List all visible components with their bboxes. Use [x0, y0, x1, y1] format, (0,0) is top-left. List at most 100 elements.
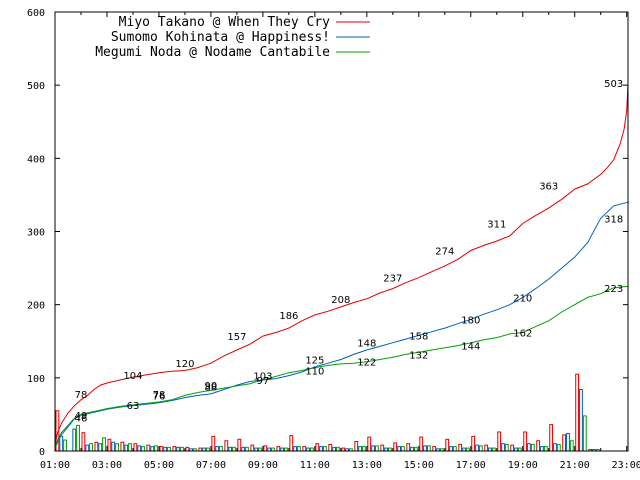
histogram-bar [553, 443, 557, 452]
histogram-bar [219, 446, 223, 452]
x-tick-label: 07:00 [196, 460, 226, 471]
data-label: 46 [75, 413, 88, 424]
histogram-bar [501, 443, 505, 452]
histogram-bar [133, 443, 138, 452]
histogram-bar [523, 431, 528, 452]
y-axis: 0 100 200 300 400 500 600 [27, 8, 628, 458]
data-label: 157 [227, 332, 246, 343]
histogram-bar [452, 446, 457, 452]
histogram-bar [245, 446, 249, 452]
data-label: 158 [409, 331, 428, 342]
histogram-bar [89, 443, 93, 452]
y-tick-label: 500 [27, 81, 45, 92]
data-label: 88 [205, 383, 218, 394]
histogram-bar [115, 443, 119, 452]
histogram-bar [458, 443, 463, 452]
histogram-bar [354, 440, 359, 452]
histogram-bar [397, 446, 401, 452]
histogram-bar [336, 446, 340, 452]
data-label: 503 [604, 79, 623, 90]
histogram-bar [406, 443, 411, 452]
histogram-bar [566, 432, 570, 452]
data-label: 180 [461, 315, 480, 326]
histogram-bar [582, 415, 587, 452]
histogram-bar [111, 441, 116, 452]
data-label: 148 [357, 339, 376, 350]
cumulative-lines [54, 82, 629, 449]
data-label: 237 [383, 274, 402, 285]
histogram-bar [107, 438, 112, 452]
histogram-bar [361, 446, 366, 452]
histogram-bar [98, 443, 103, 452]
data-label: 49 [75, 411, 88, 422]
histogram-bar [332, 446, 337, 452]
data-label: 132 [409, 350, 428, 361]
histogram-bar [562, 434, 567, 452]
histogram-bar [426, 445, 431, 452]
histogram-bar [159, 446, 164, 452]
legend-label-1: Sumomo Kohinata @ Happiness! [111, 30, 330, 45]
histogram-bar [319, 446, 324, 452]
histogram-bar [120, 441, 125, 452]
histogram-bar [371, 445, 375, 452]
x-tick-label: 11:00 [300, 460, 330, 471]
histogram-bar [276, 446, 281, 452]
histogram-bar [374, 445, 379, 452]
histogram-bar [237, 438, 242, 452]
histogram-bar [575, 373, 580, 452]
histogram-bar [530, 443, 535, 452]
data-label: 186 [279, 311, 298, 322]
x-tick-label: 01:00 [40, 460, 70, 471]
histogram-bar [302, 446, 307, 452]
histogram-bar [228, 446, 233, 452]
histogram-bar [63, 439, 67, 452]
y-tick-label: 400 [27, 154, 45, 165]
y-tick-label: 600 [27, 8, 45, 19]
data-label: 208 [331, 295, 350, 306]
data-label: 223 [604, 284, 623, 295]
data-label: 104 [123, 371, 142, 382]
histogram-bar [172, 446, 177, 452]
histogram-bar [413, 446, 418, 452]
histogram-bar [504, 443, 509, 452]
data-label: 318 [604, 214, 623, 225]
y-tick-label: 100 [27, 374, 45, 385]
histogram-bar [423, 445, 427, 452]
y-tick-label: 300 [27, 228, 45, 239]
x-tick-label: 15:00 [404, 460, 434, 471]
histogram-bar [400, 446, 405, 452]
histogram-bar [579, 389, 583, 452]
histogram-bar [211, 435, 216, 452]
data-label: 274 [435, 247, 454, 258]
histogram-bar [323, 446, 327, 452]
histogram-bar [471, 435, 476, 452]
histogram-bar [224, 440, 229, 452]
histogram-bar [297, 446, 301, 452]
histogram-bar [478, 445, 483, 452]
data-label: 210 [513, 293, 532, 304]
x-tick-label: 19:00 [508, 460, 538, 471]
histogram-bar [163, 446, 168, 452]
data-label: 144 [461, 342, 480, 353]
x-tick-label: 23:00 [612, 460, 640, 471]
histogram-bar [510, 444, 515, 452]
data-label: 97 [257, 376, 270, 387]
series-line-2 [54, 285, 629, 449]
legend-label-2: Megumi Noda @ Nodame Cantabile [95, 45, 330, 60]
histogram-bar [449, 446, 453, 452]
histogram-bar [380, 444, 385, 452]
histogram-bar [293, 446, 298, 452]
data-label: 110 [305, 367, 324, 378]
histogram-bar [137, 445, 142, 452]
histogram-bar [419, 436, 424, 452]
data-label: 76 [153, 391, 166, 402]
plot-frame [54, 11, 629, 452]
x-axis: 01:00 03:00 05:00 07:00 09:00 11:00 13:00 15:00… [40, 12, 640, 471]
histogram-bar [146, 444, 151, 452]
data-label: 122 [357, 358, 376, 369]
y-tick-label: 0 [39, 447, 45, 458]
histogram-bar [141, 446, 145, 452]
data-label: 63 [127, 401, 140, 412]
data-label: 103 [253, 372, 272, 383]
